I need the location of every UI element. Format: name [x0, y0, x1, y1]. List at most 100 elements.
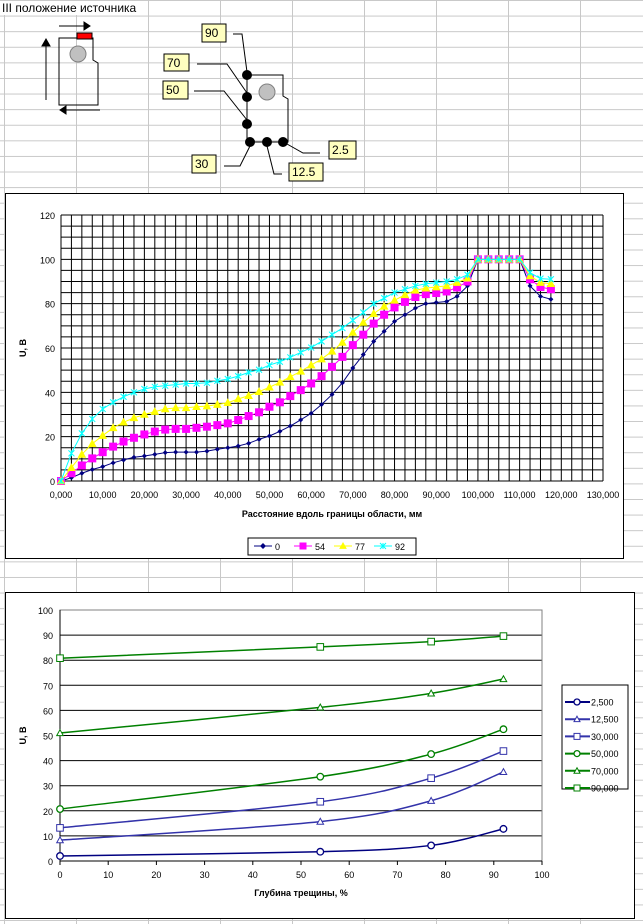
series-line — [59, 678, 504, 734]
data-point — [379, 301, 389, 310]
x-tick-label: 10,000 — [89, 490, 117, 500]
right-scheme — [194, 33, 320, 175]
series-50,000 — [56, 725, 508, 813]
data-point — [318, 337, 325, 345]
series-line — [59, 728, 504, 810]
callout-90: 90 — [205, 26, 219, 40]
data-point — [119, 437, 128, 446]
data-point — [296, 386, 305, 395]
data-point — [369, 319, 378, 328]
x-tick-label: 100 — [534, 870, 549, 880]
y-tick-label: 40 — [43, 757, 53, 767]
legend-label: 0 — [275, 542, 280, 552]
x-tick-label: 40 — [248, 870, 258, 880]
data-point — [317, 354, 326, 363]
x-tick-label: 80 — [441, 870, 451, 880]
data-point — [202, 401, 212, 410]
data-point — [67, 463, 76, 471]
callout-70: 70 — [167, 56, 181, 70]
data-point — [254, 387, 264, 395]
data-point — [432, 279, 440, 286]
series-90,000 — [56, 632, 508, 662]
data-point — [499, 725, 508, 734]
data-point — [433, 300, 439, 306]
y-tick-label: 0 — [50, 477, 55, 487]
legend-marker — [299, 542, 307, 550]
callout-2-5: 2.5 — [332, 143, 349, 157]
data-point — [171, 424, 180, 433]
legend-label: 70,000 — [591, 766, 619, 776]
data-point — [173, 449, 179, 455]
data-point — [151, 383, 159, 391]
data-point — [120, 393, 127, 401]
x-tick-label: 130,000 — [587, 490, 620, 500]
legend-label: 12,500 — [591, 715, 619, 725]
data-point — [411, 285, 420, 294]
data-point — [370, 300, 378, 308]
data-point — [171, 403, 181, 412]
x-axis-title: Расстояние вдоль границы области, мм — [242, 509, 423, 519]
data-point — [234, 416, 243, 425]
series-line — [60, 258, 551, 482]
x-tick-label: 80,000 — [381, 490, 409, 500]
x-tick-label: 30,000 — [172, 490, 200, 500]
specimen-outline — [58, 37, 99, 106]
data-point — [266, 433, 272, 439]
x-tick-label: 0,000 — [50, 490, 73, 500]
data-point — [98, 448, 107, 457]
data-point — [150, 427, 159, 436]
data-point — [349, 316, 357, 324]
data-point — [150, 407, 160, 415]
sensor-points — [242, 70, 288, 147]
data-point — [130, 388, 138, 396]
x-tick-label: 100,000 — [462, 490, 495, 500]
data-point — [78, 429, 86, 437]
legend-marker — [379, 542, 387, 550]
chart-voltage-vs-distance[interactable]: 0 20 40 60 80 100 120 0,000 10,000 20,000 30,000 40… — [5, 193, 624, 559]
data-point — [499, 747, 508, 755]
data-point — [109, 442, 118, 451]
data-point — [88, 415, 96, 423]
x-tick-label: 70,000 — [339, 490, 367, 500]
data-point — [505, 255, 513, 263]
data-point — [212, 399, 222, 408]
y-axis-title: U, В — [18, 726, 28, 745]
data-point — [56, 852, 64, 860]
data-point — [306, 360, 316, 369]
x-tick-label: 50,000 — [256, 490, 284, 500]
series-92 — [57, 255, 555, 485]
data-point — [548, 296, 554, 302]
data-point — [214, 446, 220, 452]
data-point — [317, 372, 326, 381]
data-point — [194, 449, 199, 455]
x-tick-label: 90,000 — [422, 490, 450, 500]
data-point — [391, 289, 398, 296]
series-70,000 — [55, 674, 508, 737]
data-point — [213, 421, 222, 430]
x-tick-label: 20 — [151, 870, 161, 880]
data-point — [307, 344, 315, 351]
data-point — [275, 398, 284, 407]
series-2,500 — [56, 824, 508, 860]
data-point — [56, 824, 64, 832]
data-point — [160, 404, 170, 413]
data-point — [316, 703, 325, 711]
y-tick-label: 0 — [48, 857, 53, 867]
data-point — [141, 385, 148, 393]
data-point — [360, 352, 366, 358]
data-point — [77, 461, 86, 470]
y-tick-label: 10 — [43, 832, 53, 842]
data-point — [183, 449, 189, 455]
data-point — [108, 423, 118, 432]
source-position-diagram: 90 70 50 30 12.5 2.5 — [41, 21, 357, 182]
legend: 0 54 77 92 — [247, 537, 417, 556]
chart-voltage-vs-crack-depth[interactable]: 0 10 20 30 40 50 60 70 80 90 100 0 10 20 30 40 50 60 70 80 9… — [5, 592, 635, 919]
data-point — [286, 392, 295, 401]
data-point — [181, 403, 191, 412]
legend-label: 77 — [355, 542, 365, 552]
data-point — [329, 392, 335, 398]
data-point — [98, 431, 108, 439]
data-point — [339, 380, 345, 386]
data-point — [484, 255, 492, 263]
x-tick-label: 70 — [392, 870, 402, 880]
